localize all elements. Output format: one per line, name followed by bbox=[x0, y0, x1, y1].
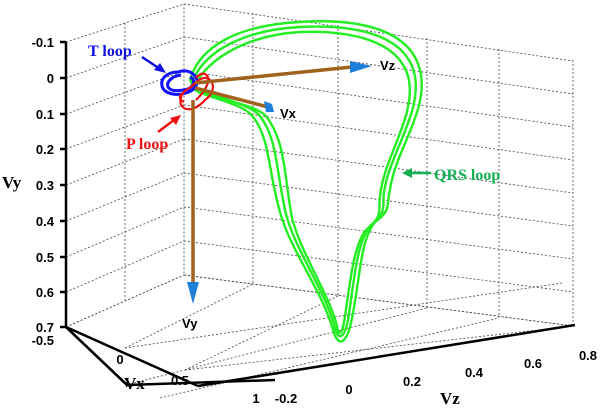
qrs-loop bbox=[188, 20, 423, 343]
svg-text:0: 0 bbox=[47, 71, 54, 86]
svg-text:0.2: 0.2 bbox=[36, 142, 54, 157]
axes bbox=[60, 40, 576, 388]
qrs-loop-annotation: QRS loop bbox=[402, 167, 500, 184]
svg-text:0: 0 bbox=[345, 382, 352, 397]
svg-text:0.6: 0.6 bbox=[36, 285, 54, 300]
svg-text:-0.1: -0.1 bbox=[32, 35, 54, 50]
svg-text:-0.2: -0.2 bbox=[275, 391, 297, 406]
p-loop-annotation: P loop bbox=[126, 115, 181, 153]
svg-text:0.3: 0.3 bbox=[36, 178, 54, 193]
t-loop-annotation: T loop bbox=[88, 43, 166, 73]
x-tick-labels: -0.5 0 0.5 1 bbox=[32, 333, 260, 406]
svg-text:0.1: 0.1 bbox=[36, 107, 54, 122]
svg-text:0.5: 0.5 bbox=[36, 250, 54, 265]
y-axis-label: Vy bbox=[2, 173, 22, 192]
svg-text:0: 0 bbox=[116, 352, 123, 367]
svg-text:QRS loop: QRS loop bbox=[434, 167, 500, 184]
t-loop bbox=[160, 69, 199, 96]
x-axis-label: Vx bbox=[124, 374, 145, 393]
svg-text:0.5: 0.5 bbox=[171, 373, 189, 388]
svg-text:P loop: P loop bbox=[126, 136, 168, 153]
svg-text:0.2: 0.2 bbox=[403, 374, 421, 389]
svg-text:-0.5: -0.5 bbox=[32, 333, 54, 348]
svg-text:0.8: 0.8 bbox=[579, 348, 597, 363]
vector-vz bbox=[194, 61, 372, 85]
svg-text:0.7: 0.7 bbox=[36, 320, 54, 335]
vector-vy bbox=[187, 100, 199, 304]
grid-back-wall bbox=[183, 3, 574, 327]
svg-text:T loop: T loop bbox=[88, 43, 132, 60]
svg-text:0.6: 0.6 bbox=[524, 356, 542, 371]
svg-text:1: 1 bbox=[252, 391, 259, 406]
z-axis-label: Vz bbox=[440, 389, 460, 408]
grid-floor bbox=[65, 274, 574, 399]
vector-vz-label: Vz bbox=[380, 58, 396, 73]
y-tick-labels: -0.1 0 0.1 0.2 0.3 0.4 0.5 0.6 0.7 bbox=[32, 35, 55, 335]
vector-vx-label: Vx bbox=[280, 106, 297, 121]
vector-vy-label: Vy bbox=[182, 316, 198, 331]
svg-text:0.4: 0.4 bbox=[465, 365, 484, 380]
svg-text:0.4: 0.4 bbox=[36, 214, 55, 229]
vector-vx bbox=[194, 86, 274, 112]
z-tick-labels: -0.2 0 0.2 0.4 0.6 0.8 bbox=[275, 348, 597, 406]
